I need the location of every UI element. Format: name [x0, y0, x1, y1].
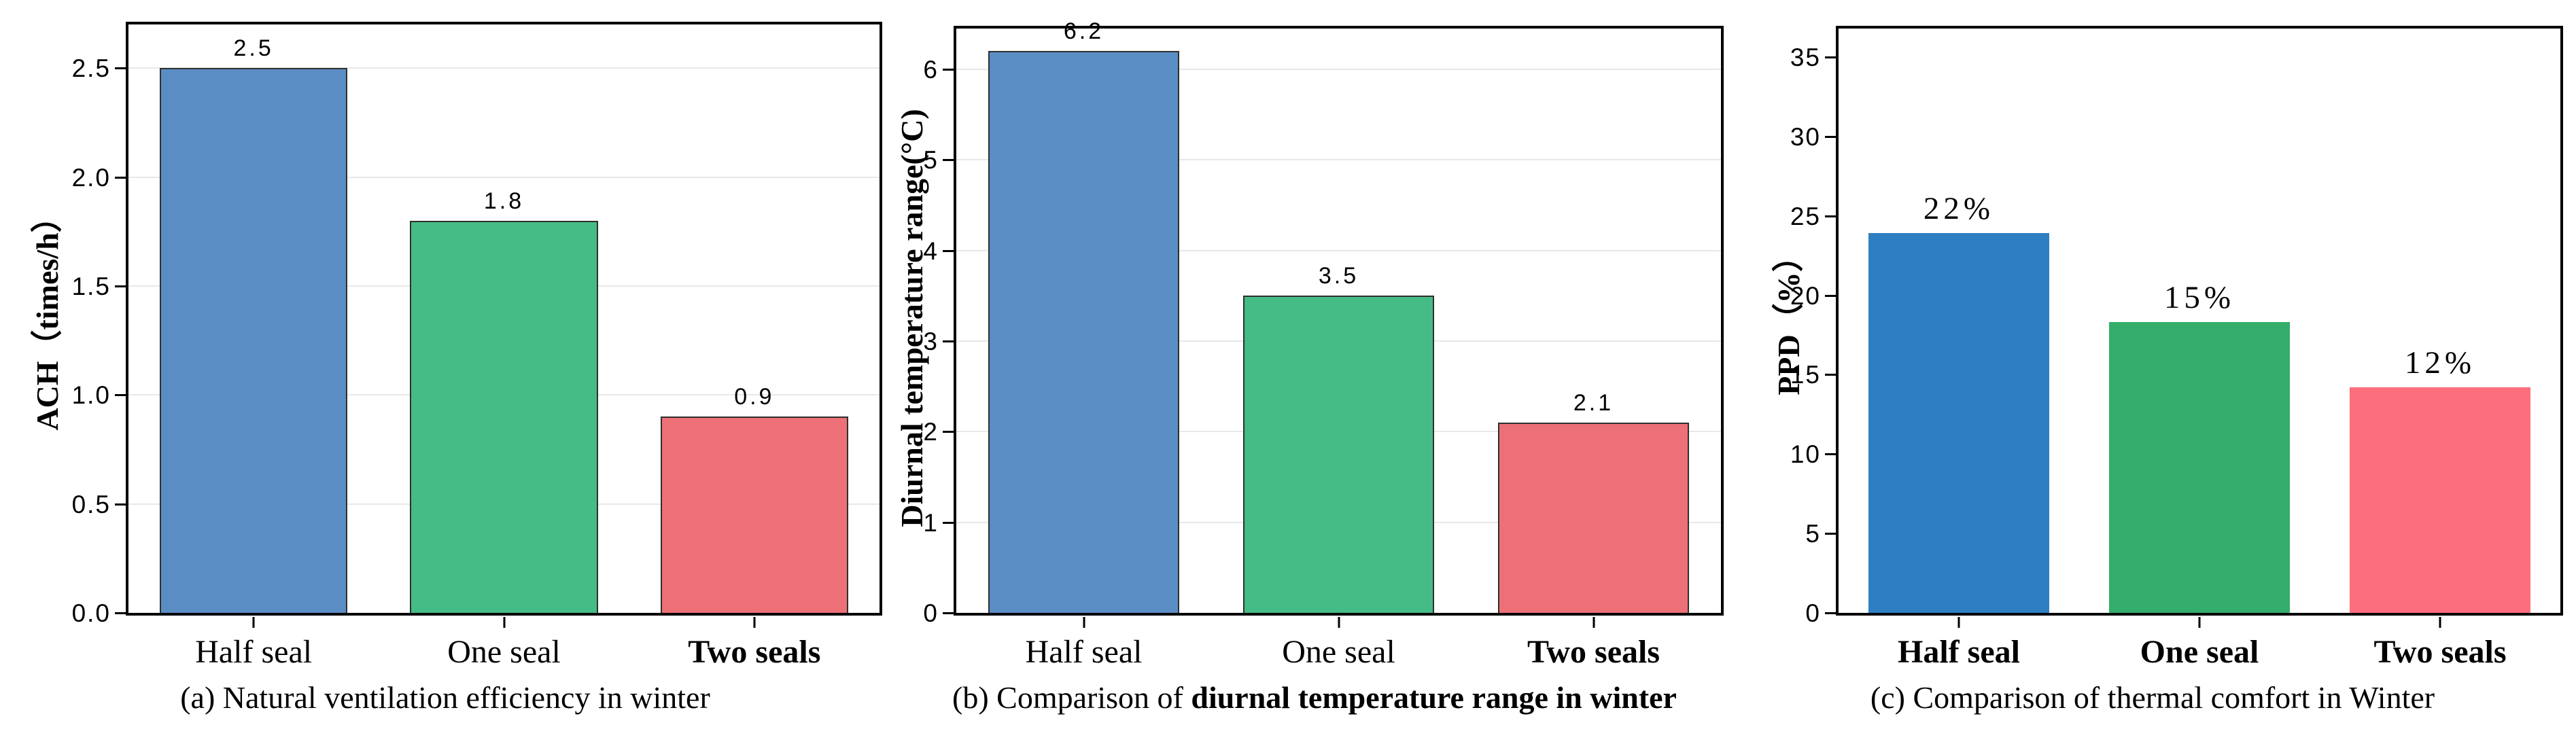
x-category-label-b-two-seals: Two seals [1527, 634, 1660, 670]
x-category-label-b-one-seal: One seal [1282, 634, 1395, 670]
x-tick-a-two-seals [753, 617, 756, 628]
chart-b-caption-bold: diurnal temperature range in winter [1191, 680, 1677, 715]
y-tick-label-c-10: 10 [1790, 440, 1821, 469]
y-tick-b-5 [943, 159, 954, 162]
y-tick-b-1 [943, 521, 954, 524]
y-tick-b-2 [943, 431, 954, 433]
y-tick-label-c-25: 25 [1790, 202, 1821, 230]
x-category-label-c-two-seals: Two seals [2373, 634, 2507, 670]
gridline-b-6 [956, 69, 1721, 70]
y-tick-label-b-2: 2 [923, 418, 939, 446]
x-category-label-a-one-seal: One seal [447, 634, 561, 670]
y-tick-b-4 [943, 249, 954, 252]
x-tick-c-two-seals [2439, 617, 2441, 628]
y-tick-a-0.0 [115, 612, 126, 614]
x-tick-b-two-seals [1592, 617, 1595, 628]
bar-c-one-seal [2109, 322, 2290, 613]
bar-a-two-seals [660, 417, 848, 613]
y-tick-c-20 [1825, 294, 1836, 297]
y-tick-b-0 [943, 612, 954, 614]
gridline-a-2.5 [128, 67, 880, 69]
x-tick-a-one-seal [503, 617, 505, 628]
y-tick-label-b-1: 1 [923, 508, 939, 537]
y-tick-label-b-6: 6 [923, 56, 939, 84]
y-tick-a-1.0 [115, 394, 126, 397]
x-category-label-a-half-seal: Half seal [195, 634, 313, 670]
bar-a-one-seal [410, 220, 598, 613]
x-tick-b-half-seal [1083, 617, 1085, 628]
bar-c-half-seal [1868, 233, 2049, 613]
gridline-b-5 [956, 159, 1721, 161]
bar-value-label-c-half-seal: 22% [1923, 191, 1995, 227]
y-tick-label-c-0: 0 [1805, 599, 1821, 627]
x-tick-c-half-seal [1957, 617, 1960, 628]
bar-value-label-c-one-seal: 15% [2163, 280, 2235, 316]
y-tick-label-b-3: 3 [923, 327, 939, 355]
plot-a: 0.0 0.5 1.0 1.5 2.0 2.5 2.5 Half seal 1.8 One sea… [72, 22, 882, 669]
bar-value-label-c-two-seals: 12% [2404, 345, 2476, 381]
y-tick-a-2.5 [115, 67, 126, 70]
chart-a-caption-normal: (a) Natural ventilation efficiency in wi… [180, 680, 710, 715]
y-tick-c-10 [1825, 453, 1836, 456]
y-tick-label-a-2.5: 2.5 [71, 54, 111, 83]
y-tick-c-35 [1825, 56, 1836, 59]
chart-b-caption-normal: (b) Comparison of [952, 680, 1191, 715]
y-tick-c-25 [1825, 215, 1836, 217]
y-tick-a-0.5 [115, 503, 126, 506]
y-tick-label-c-35: 35 [1790, 43, 1821, 72]
y-tick-label-c-15: 15 [1790, 361, 1821, 389]
y-tick-label-a-0.5: 0.5 [71, 490, 111, 518]
gridline-b-4 [956, 249, 1721, 251]
chart-a-y-axis-label: ACH（times/h） [30, 201, 65, 431]
y-tick-label-a-0.0: 0.0 [71, 599, 111, 627]
bar-value-label-a-half-seal: 2.5 [233, 35, 274, 62]
plot-c: 0 5 10 15 20 25 30 35 22% Half seal 15% One seal 12%… [1790, 26, 2563, 669]
y-tick-a-2.0 [115, 176, 126, 179]
x-category-label-a-two-seals: Two seals [688, 634, 821, 670]
bar-value-label-b-half-seal: 6.2 [1063, 18, 1104, 45]
y-tick-label-b-0: 0 [923, 599, 939, 627]
x-category-label-c-one-seal: One seal [2140, 634, 2259, 670]
y-tick-label-a-2.0: 2.0 [71, 163, 111, 192]
y-tick-b-6 [943, 69, 954, 71]
plot-b: 0 1 2 3 4 5 6 6.2 Half seal 3.5 One seal 2.1 Two sea… [923, 20, 1724, 669]
x-category-label-c-half-seal: Half seal [1898, 634, 2020, 670]
y-tick-a-1.5 [115, 285, 126, 287]
bar-value-label-b-two-seals: 2.1 [1573, 390, 1614, 416]
y-tick-b-3 [943, 340, 954, 342]
x-tick-c-one-seal [2198, 617, 2201, 628]
chart-b-caption: (b) Comparison of diurnal temperature ra… [866, 679, 1763, 715]
x-tick-a-half-seal [252, 617, 255, 628]
chart-c-caption-normal: (c) Comparison of thermal comfort in Win… [1870, 680, 2435, 715]
y-tick-label-c-5: 5 [1805, 520, 1821, 548]
bar-c-two-seals [2350, 387, 2530, 613]
bar-a-half-seal [160, 68, 348, 613]
y-tick-label-b-4: 4 [923, 236, 939, 265]
x-tick-b-one-seal [1338, 617, 1340, 628]
y-tick-label-c-20: 20 [1790, 281, 1821, 310]
bar-b-half-seal [988, 51, 1180, 613]
y-tick-label-b-5: 5 [923, 146, 939, 175]
bar-value-label-a-two-seals: 0.9 [734, 384, 775, 410]
y-tick-c-15 [1825, 374, 1836, 376]
bar-b-one-seal [1242, 296, 1435, 613]
y-tick-label-c-30: 30 [1790, 122, 1821, 151]
y-tick-c-0 [1825, 612, 1836, 614]
x-category-label-b-half-seal: Half seal [1025, 634, 1143, 670]
y-tick-c-5 [1825, 533, 1836, 535]
bar-b-two-seals [1497, 423, 1690, 613]
bar-value-label-b-one-seal: 3.5 [1318, 263, 1359, 289]
chart-a-caption: (a) Natural ventilation efficiency in wi… [0, 679, 894, 715]
bar-value-label-a-one-seal: 1.8 [483, 188, 525, 214]
chart-c-caption: (c) Comparison of thermal comfort in Win… [1704, 679, 2576, 715]
y-tick-label-a-1.5: 1.5 [71, 272, 111, 300]
gridline-a-2.0 [128, 176, 880, 178]
y-tick-c-30 [1825, 135, 1836, 138]
y-tick-label-a-1.0: 1.0 [71, 381, 111, 410]
